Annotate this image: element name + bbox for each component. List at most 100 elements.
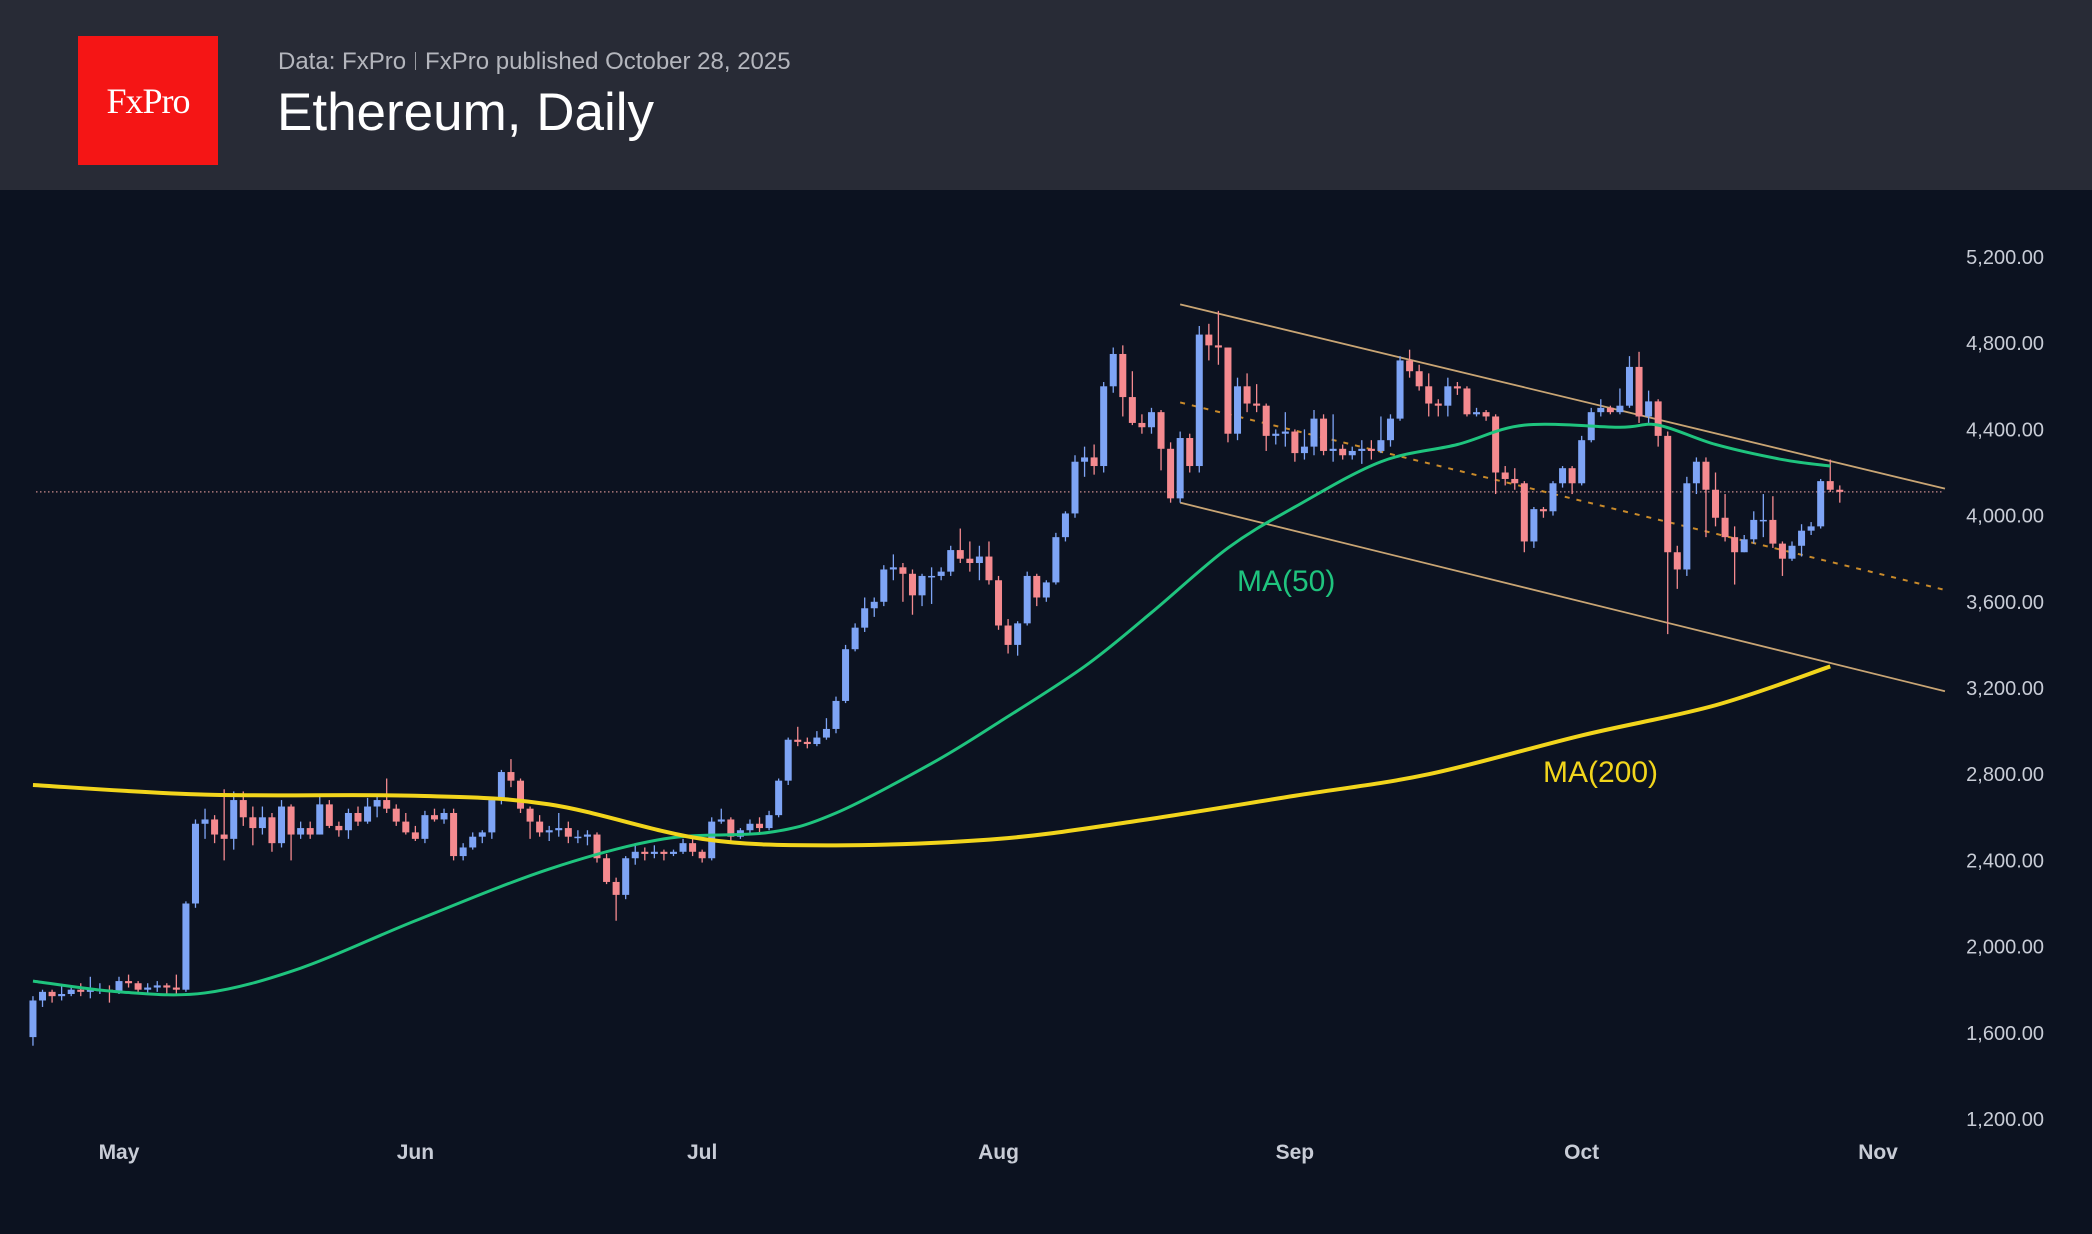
candle-body: [268, 817, 276, 844]
candle-body: [1377, 440, 1385, 451]
candle-body: [1300, 446, 1308, 454]
y-tick-label: 4,400.00: [1966, 419, 2044, 441]
candle-body: [373, 800, 381, 807]
candle-body: [1415, 371, 1423, 387]
y-tick-label: 2,000.00: [1966, 937, 2044, 959]
candle-body: [1721, 517, 1729, 538]
ma50-label: MA(50): [1237, 565, 1335, 598]
candle-body: [182, 903, 190, 990]
candle-body: [1234, 386, 1242, 434]
candle-body: [1042, 582, 1050, 598]
candle-body: [1817, 481, 1825, 527]
candle-body: [1740, 539, 1748, 553]
candle-body: [134, 983, 142, 990]
candle-body: [746, 823, 754, 831]
candle-body: [612, 881, 620, 895]
ma50-line: [32, 422, 1831, 997]
candle-body: [756, 823, 764, 829]
candle-body: [1712, 489, 1720, 518]
candle-body: [469, 836, 477, 848]
candle-body: [1109, 353, 1117, 387]
candle-body: [765, 815, 773, 829]
candle-body: [1578, 440, 1586, 484]
candle-body: [172, 987, 180, 990]
candle-body: [497, 772, 505, 801]
candle-body: [1444, 386, 1452, 406]
candle-body: [660, 851, 668, 854]
candle-body: [1014, 623, 1022, 645]
candle-body: [306, 828, 314, 835]
candle-body: [555, 828, 563, 831]
candle-body: [1511, 478, 1519, 484]
candle-body: [335, 825, 343, 831]
candle-body: [1482, 412, 1490, 417]
candle-body: [1559, 468, 1567, 484]
candle-body: [1090, 457, 1098, 467]
candle-body: [1004, 625, 1012, 645]
candle-body: [842, 649, 850, 701]
candle-body: [1807, 526, 1815, 531]
candle-body: [450, 812, 458, 857]
candle-body: [1664, 435, 1672, 553]
x-tick-label: Aug: [978, 1141, 1019, 1164]
candle-body: [249, 817, 257, 829]
candle-body: [344, 812, 352, 831]
candle-body: [564, 828, 572, 837]
candle-body: [622, 858, 630, 895]
candle-body: [813, 737, 821, 745]
candle-body: [201, 819, 209, 824]
candle-body: [1406, 360, 1414, 372]
candle-body: [1473, 412, 1481, 415]
candle-body: [1549, 483, 1557, 512]
candle-body: [1176, 438, 1184, 499]
candle-body: [1061, 513, 1069, 538]
candle-body: [918, 575, 926, 596]
candle-body: [1157, 412, 1165, 449]
candle-body: [1253, 403, 1261, 406]
candle-body: [1616, 405, 1624, 413]
x-tick-label: Jul: [687, 1141, 717, 1164]
candle-body: [870, 601, 878, 609]
candle-body: [679, 843, 687, 852]
y-tick-label: 4,800.00: [1966, 333, 2044, 355]
x-tick-label: Nov: [1858, 1141, 1898, 1164]
candle-body: [1836, 489, 1844, 492]
subtitle: Data: FxPro FxPro published October 28, 2…: [278, 48, 791, 76]
candle-body: [1530, 509, 1538, 542]
candle-body: [1100, 386, 1108, 467]
candle-body: [1778, 543, 1786, 559]
candle-body: [574, 836, 582, 839]
candle-body: [1635, 366, 1643, 417]
candle-body: [1750, 519, 1758, 540]
candle-body: [1224, 347, 1232, 434]
candle-body: [641, 851, 649, 854]
candle-body: [631, 851, 639, 859]
candle-body: [1606, 407, 1614, 413]
candle-body: [39, 991, 47, 1001]
candle-body: [1386, 418, 1394, 441]
candle-body: [908, 573, 916, 596]
candle-body: [1262, 405, 1270, 436]
candle-body: [603, 858, 611, 882]
data-source: Data: FxPro: [278, 48, 407, 75]
candle-body: [975, 556, 983, 564]
candle-body: [545, 830, 553, 833]
ma200-label: MA(200): [1543, 756, 1658, 789]
candle-body: [1645, 401, 1653, 417]
candle-body: [966, 558, 974, 564]
candle-body: [58, 994, 66, 997]
candle-body: [1769, 519, 1777, 544]
ma200-line: [32, 664, 1831, 848]
x-tick-label: Sep: [1276, 1141, 1315, 1164]
candle-body: [851, 627, 859, 650]
candle-body: [889, 567, 897, 570]
candle-body: [1358, 448, 1366, 451]
candle-body: [258, 817, 266, 829]
candle-body: [297, 828, 305, 835]
candle-body: [1147, 412, 1155, 428]
candle-body: [354, 812, 362, 822]
candle-body: [1501, 472, 1509, 479]
candle-body: [29, 1000, 37, 1038]
candle-body: [689, 843, 697, 852]
candle-body: [191, 823, 199, 904]
